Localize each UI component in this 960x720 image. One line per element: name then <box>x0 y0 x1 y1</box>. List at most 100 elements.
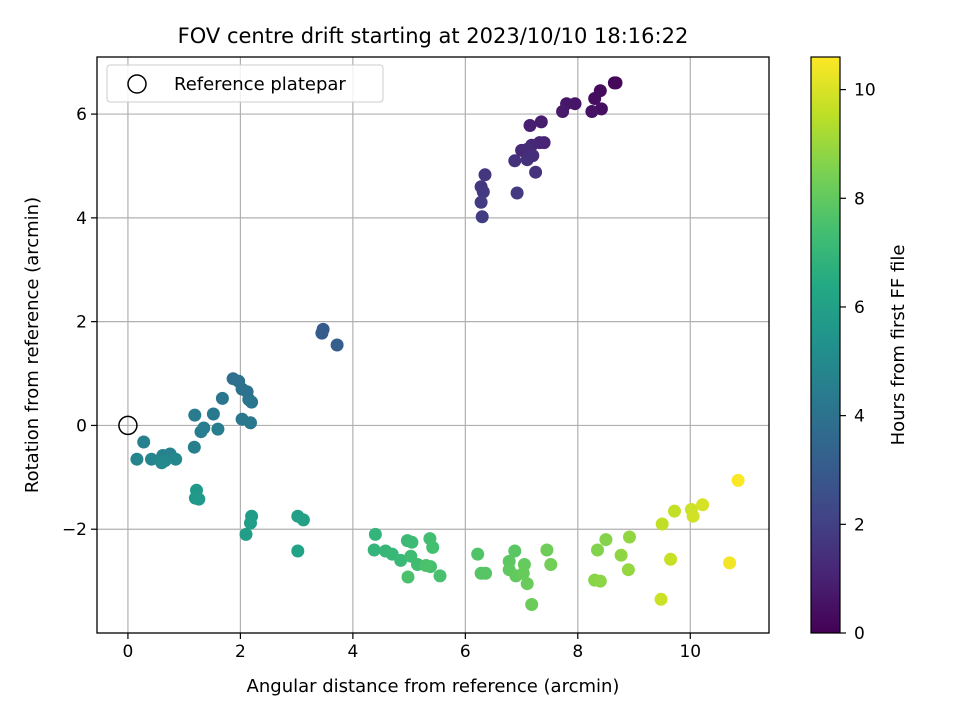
scatter-point <box>215 391 229 405</box>
scatter-point <box>476 185 490 199</box>
colorbar-tick-label: 0 <box>854 624 865 644</box>
scatter-point <box>211 422 225 436</box>
chart-title: FOV centre drift starting at 2023/10/10 … <box>178 24 689 48</box>
scatter-point <box>623 530 636 544</box>
scatter-point <box>137 435 151 449</box>
y-tick-label: 6 <box>76 105 87 125</box>
scatter-point <box>187 440 201 454</box>
plot-frame <box>96 56 770 634</box>
colorbar-tick-label: 10 <box>854 81 876 101</box>
scatter-point <box>593 574 607 588</box>
scatter-point <box>368 527 382 541</box>
x-tick-label: 10 <box>679 642 701 662</box>
scatter-point <box>525 598 539 611</box>
scatter-point <box>315 326 329 340</box>
y-axis-ticks: −2 0 2 4 6 <box>62 105 97 540</box>
scatter-point <box>585 105 599 118</box>
scatter-point <box>668 504 681 518</box>
scatter-point <box>523 119 537 132</box>
x-tick-label: 6 <box>460 642 471 662</box>
legend-label: Reference platepar <box>174 74 346 95</box>
y-tick-label: 0 <box>76 416 87 436</box>
scatter-point <box>508 154 522 168</box>
colorbar-tick-label: 2 <box>854 515 865 535</box>
scatter-point <box>471 547 485 561</box>
scatter-point <box>206 407 220 421</box>
colorbar-ticks: 0 2 4 6 8 10 <box>840 81 876 644</box>
scatter-point <box>239 527 253 541</box>
scatter-point <box>731 473 745 487</box>
scatter-point <box>194 425 208 439</box>
colorbar-tick-label: 4 <box>854 407 865 427</box>
reference-platepar-marker <box>118 415 138 436</box>
scatter-point <box>291 544 305 558</box>
scatter-point <box>696 498 710 512</box>
scatter-point <box>367 543 381 557</box>
scatter-point <box>655 517 669 531</box>
x-tick-label: 4 <box>347 642 358 662</box>
scatter-point <box>614 548 628 562</box>
x-tick-label: 0 <box>123 642 134 662</box>
scatter-point <box>654 592 668 606</box>
scatter-point <box>591 543 604 557</box>
scatter-point <box>155 456 169 470</box>
scatter-point <box>330 338 344 352</box>
colorbar-tick-label: 6 <box>854 298 865 318</box>
scatter-point <box>599 533 613 547</box>
scatter-point <box>401 570 415 584</box>
scatter-point <box>478 168 492 182</box>
colorbar-label: Hours from first FF file <box>888 245 909 446</box>
legend-marker-icon <box>127 74 147 94</box>
legend: Reference platepar <box>106 64 384 103</box>
scatter-point <box>130 452 144 466</box>
scatter-point <box>244 516 257 530</box>
scatter-point <box>508 544 522 558</box>
x-axis-label: Angular distance from reference (arcmin) <box>247 676 620 697</box>
scatter-point <box>188 408 202 422</box>
y-axis-label: Rotation from reference (arcmin) <box>22 197 43 493</box>
y-tick-label: 2 <box>76 313 87 333</box>
scatter-point <box>529 165 543 179</box>
x-tick-label: 8 <box>572 642 583 662</box>
scatter-point <box>664 552 678 566</box>
scatter-point <box>686 509 700 523</box>
y-gridlines <box>97 113 769 530</box>
scatter-point <box>419 559 433 572</box>
plot-area: 0 2 4 6 8 10 −2 0 2 4 6 <box>62 56 770 662</box>
colorbar-tick-label: 8 <box>854 189 865 209</box>
scatter-point <box>556 105 570 118</box>
scatter-point <box>540 543 554 557</box>
scatter-point <box>723 556 737 570</box>
scatter-point <box>479 566 493 580</box>
scatter-point <box>475 210 489 224</box>
x-axis-ticks: 0 2 4 6 8 10 <box>123 633 701 662</box>
scatter-point <box>296 513 310 527</box>
scatter-point <box>621 563 635 577</box>
scatter-point <box>520 153 534 167</box>
scatter-point <box>544 558 558 571</box>
x-gridlines <box>127 57 691 633</box>
scatter-point <box>433 569 447 583</box>
scatter-point <box>510 186 524 200</box>
legend-box <box>106 64 384 103</box>
colorbar: 0 2 4 6 8 10 Hours from first FF file <box>810 56 909 644</box>
scatter-point <box>534 115 548 129</box>
scatter-points <box>130 76 745 611</box>
scatter-point <box>426 540 440 554</box>
y-tick-label: −2 <box>62 520 87 540</box>
scatter-point <box>192 492 206 506</box>
scatter-point <box>474 195 488 209</box>
scatter-point <box>609 76 623 90</box>
scatter-point <box>394 553 408 567</box>
y-tick-label: 4 <box>76 209 87 229</box>
scatter-point <box>520 577 534 591</box>
scatter-point <box>145 452 158 466</box>
scatter-point <box>516 566 530 580</box>
scatter-point <box>405 535 419 549</box>
x-tick-label: 2 <box>235 642 246 662</box>
scatter-point <box>245 395 259 409</box>
colorbar-gradient <box>810 56 841 634</box>
scatter-point <box>244 416 257 430</box>
scatter-point <box>588 92 602 105</box>
